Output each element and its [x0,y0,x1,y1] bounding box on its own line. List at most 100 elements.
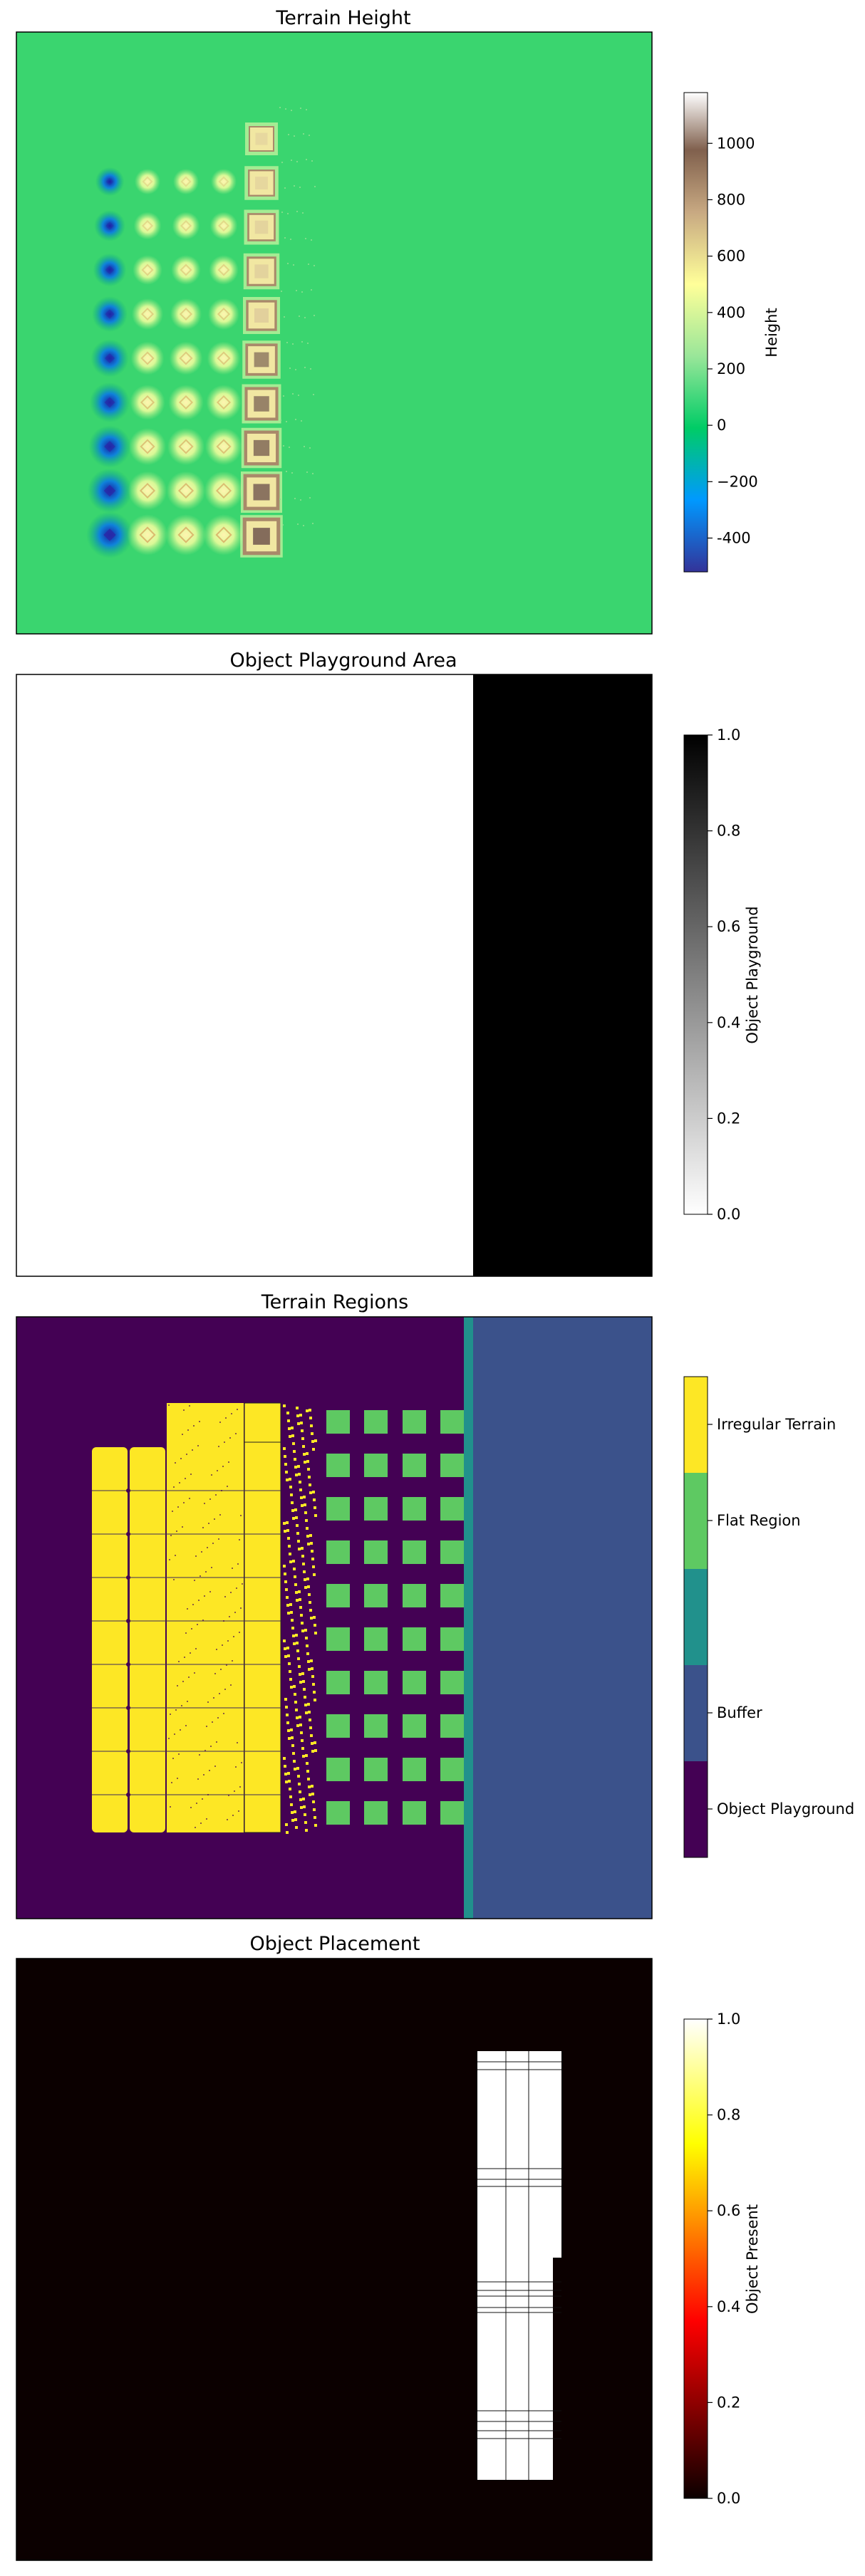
flat-region-block [326,1497,350,1521]
irregular-speck [302,1445,305,1448]
chart-title: Terrain Regions [261,1291,408,1313]
flat-region-block [403,1671,426,1694]
region-buffer [473,1317,652,1919]
irregular-speck [301,1747,304,1750]
irregular-speck [285,1823,288,1826]
irregular-speck [301,1622,304,1625]
noise-speck [207,1794,209,1795]
depression [93,253,127,287]
noise-speck [223,1620,224,1622]
flat-region-block [403,1584,426,1607]
irregular-speck [306,1578,309,1580]
noise-speck [307,343,309,344]
bump [130,341,165,375]
irregular-speck [309,1409,311,1412]
flat-region-block [326,1454,350,1477]
irregular-speck [286,1596,289,1599]
flat-region-block [364,1671,388,1694]
plot-frame [16,1316,653,1919]
noise-speck [229,1616,230,1617]
noise-speck [177,1506,179,1508]
region-playground [473,674,652,1276]
noise-speck [239,1786,241,1788]
noise-speck [191,1628,192,1629]
noise-speck [294,185,295,187]
irregular-speck [309,1483,311,1486]
bump [134,168,161,195]
noise-speck [222,1644,223,1646]
noise-speck [175,1709,177,1711]
colorbar: Object Playground Buffer Flat Region Irregu… [683,1376,854,1858]
noise-speck [209,1498,211,1500]
noise-speck [182,1681,184,1682]
irregular-speck [309,1726,312,1729]
bump-ring [217,351,231,365]
irregular-speck [300,1496,303,1499]
region-buffer-strip [464,1317,473,1919]
noise-speck [173,1579,175,1580]
noise-speck [202,1527,204,1528]
noise-speck [294,135,295,137]
irregular-terrain-column [92,1447,128,1832]
noise-speck [294,498,296,499]
noise-speck [217,1717,219,1719]
irregular-speck [314,1824,317,1827]
noise-speck [233,1636,234,1637]
colorbar-tick-label: 0.8 [717,823,740,840]
noise-speck [175,1462,176,1464]
irregular-speck [304,1821,307,1824]
noise-speck [287,213,289,214]
panel-terrain-regions: Terrain Regions Object Playground Buffer F… [16,1291,854,1919]
noise-speck [297,523,299,525]
noise-speck [311,289,312,291]
noise-speck [229,1437,231,1439]
irregular-speck [290,1611,293,1614]
noise-speck [240,1607,242,1609]
irregular-speck [286,1831,289,1834]
irregular-speck [310,1659,313,1662]
irregular-speck [296,1724,299,1727]
irregular-speck [309,1601,311,1604]
noise-speck [185,1725,187,1726]
colorbar-category-label: Irregular Terrain [717,1416,836,1433]
noise-speck [314,186,316,187]
irregular-speck [300,1806,303,1809]
noise-speck [214,1518,215,1520]
noise-speck [216,1649,217,1650]
irregular-speck [294,1583,297,1586]
noise-speck [200,1823,202,1824]
noise-speck [219,1422,221,1423]
noise-speck [188,1677,190,1678]
noise-speck [193,1425,195,1427]
noise-speck [291,472,293,474]
flat-region-block [364,1540,388,1564]
noise-speck [204,1750,206,1751]
noise-speck [176,1531,177,1532]
irregular-speck [304,1461,306,1464]
irregular-speck [286,1521,289,1524]
noise-speck [285,108,286,110]
bump-ring [140,395,155,410]
noise-speck [306,109,307,110]
colorbar-tick-label: 1000 [717,135,755,152]
colorbar-tick-label: 0.2 [717,1110,740,1127]
irregular-speck [298,1665,301,1668]
noise-speck [192,1449,193,1451]
irregular-speck [291,1619,294,1622]
colorbar-segment-irregular-terrain [684,1377,708,1473]
depression-core [105,221,114,230]
irregular-speck [299,1488,302,1491]
irregular-speck [285,1780,288,1783]
depression [95,167,125,197]
noise-speck [284,237,286,239]
irregular-speck [309,1534,312,1537]
noise-speck [291,160,292,161]
block-core [253,439,270,457]
irregular-speck [303,1496,306,1498]
irregular-speck [304,1586,307,1589]
noise-speck [168,1404,170,1406]
noise-speck [183,1502,185,1503]
colorbar-ticks: Object Playground Buffer Flat Region Irregu… [708,1416,854,1818]
irregular-speck [310,1542,313,1545]
colorbar-category-label: Object Playground [717,1800,854,1818]
